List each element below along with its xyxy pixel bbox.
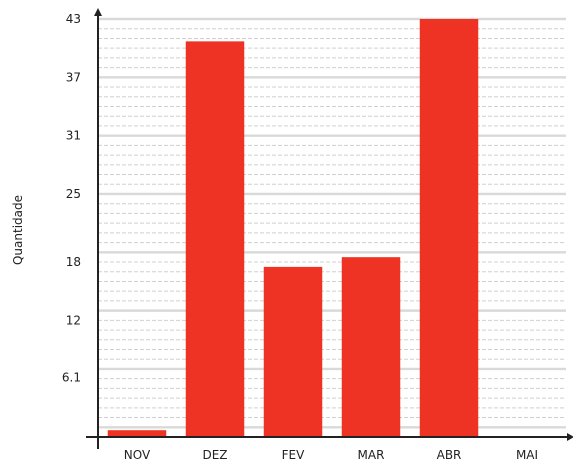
axes	[86, 8, 573, 449]
bar-abr	[419, 19, 479, 437]
y-tick-label: 37	[66, 70, 81, 84]
x-tick-label: MAR	[358, 448, 385, 462]
x-axis-arrow	[567, 433, 573, 441]
x-tick-labels: NOV DEZ FEV MAR ABR MAI	[124, 448, 538, 462]
y-tick-label: 18	[66, 255, 81, 269]
bar-fev	[263, 266, 323, 437]
bar-mar	[341, 257, 401, 437]
x-tick-label: ABR	[437, 448, 462, 462]
bar-dez	[185, 41, 245, 437]
y-axis-label: Quantidade	[11, 195, 25, 265]
bars	[107, 19, 479, 437]
x-tick-label: MAI	[516, 448, 538, 462]
y-axis-arrow	[94, 8, 102, 16]
y-tick-label: 25	[66, 187, 81, 201]
grid	[98, 17, 566, 429]
bar-nov	[107, 430, 167, 437]
y-tick-label: 12	[66, 313, 81, 327]
y-tick-label: 43	[66, 12, 81, 26]
x-tick-label: FEV	[282, 448, 305, 462]
x-tick-label: NOV	[124, 448, 151, 462]
y-tick-labels: 6.1 12 18 25 31 37 43	[62, 12, 81, 385]
y-tick-label: 31	[66, 129, 81, 143]
y-tick-label: 6.1	[62, 371, 81, 385]
x-tick-label: DEZ	[202, 448, 227, 462]
